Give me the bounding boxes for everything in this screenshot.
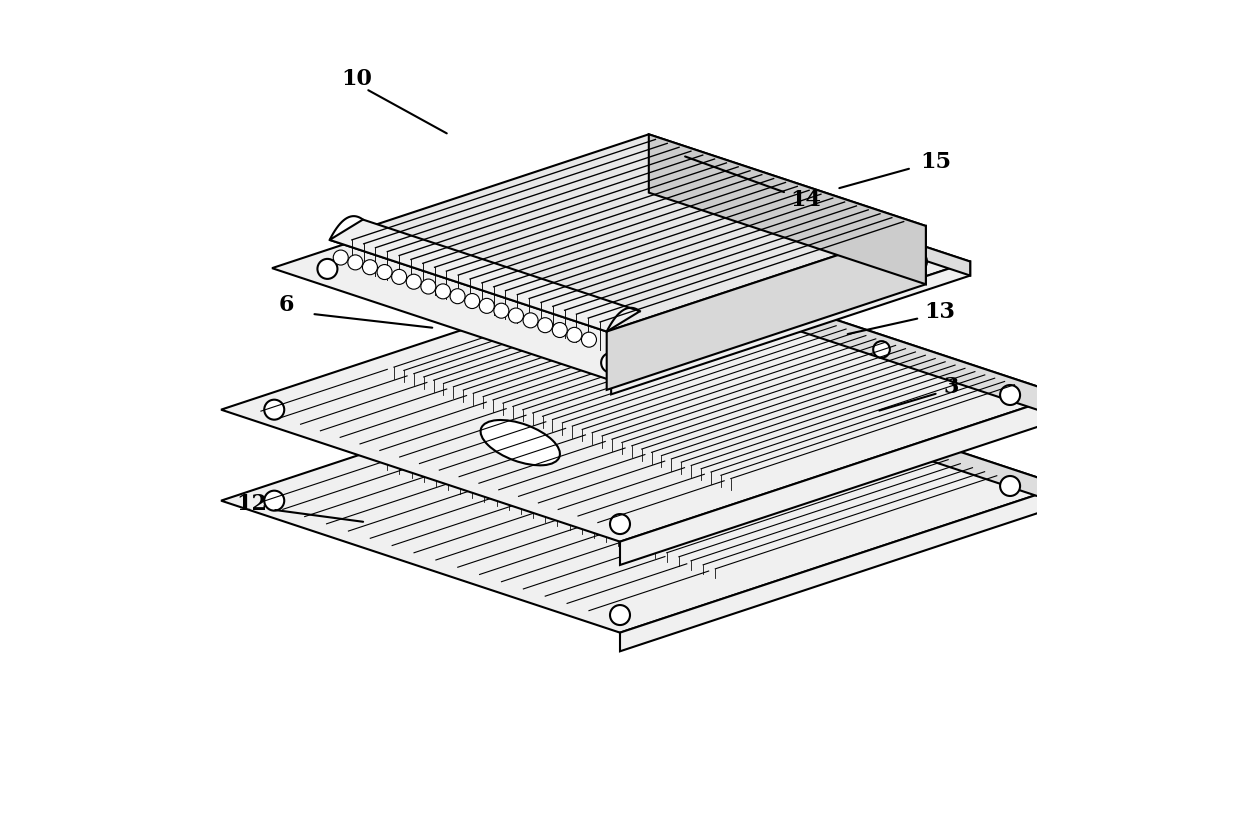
Polygon shape — [330, 220, 640, 332]
Circle shape — [377, 264, 392, 279]
Polygon shape — [330, 135, 926, 332]
Polygon shape — [272, 150, 970, 380]
Polygon shape — [620, 486, 1063, 651]
Circle shape — [465, 293, 480, 308]
Circle shape — [264, 491, 284, 511]
Circle shape — [264, 400, 284, 420]
Text: 15: 15 — [920, 151, 951, 173]
Circle shape — [508, 308, 523, 323]
Circle shape — [407, 274, 422, 289]
Polygon shape — [221, 263, 1063, 542]
Circle shape — [420, 279, 435, 294]
Circle shape — [1001, 476, 1021, 496]
Circle shape — [906, 252, 928, 272]
Text: 6: 6 — [278, 294, 294, 316]
Polygon shape — [649, 135, 926, 284]
Circle shape — [1001, 385, 1021, 405]
Polygon shape — [620, 395, 1063, 565]
Text: 13: 13 — [924, 301, 955, 323]
Text: 14: 14 — [791, 189, 822, 211]
Circle shape — [494, 303, 508, 319]
Polygon shape — [606, 226, 926, 390]
Circle shape — [567, 328, 582, 343]
Circle shape — [873, 341, 890, 358]
Circle shape — [552, 323, 567, 338]
Ellipse shape — [481, 420, 560, 466]
Circle shape — [450, 288, 465, 303]
Circle shape — [655, 271, 675, 291]
Circle shape — [334, 250, 348, 265]
Circle shape — [317, 259, 337, 279]
Text: 10: 10 — [341, 68, 372, 89]
Circle shape — [479, 298, 495, 314]
Circle shape — [610, 514, 630, 534]
Text: 3: 3 — [944, 376, 959, 398]
Polygon shape — [611, 262, 970, 395]
Polygon shape — [631, 150, 970, 276]
Polygon shape — [221, 354, 1063, 633]
Circle shape — [601, 353, 621, 373]
Circle shape — [435, 284, 450, 298]
Polygon shape — [665, 354, 1063, 505]
Circle shape — [582, 332, 596, 347]
Circle shape — [655, 362, 675, 381]
Polygon shape — [665, 263, 1063, 418]
Circle shape — [538, 318, 553, 333]
Circle shape — [624, 158, 644, 178]
Circle shape — [610, 605, 630, 625]
Circle shape — [362, 260, 377, 275]
Circle shape — [523, 313, 538, 328]
Text: 12: 12 — [237, 492, 268, 515]
Circle shape — [348, 255, 363, 270]
Circle shape — [392, 269, 407, 284]
